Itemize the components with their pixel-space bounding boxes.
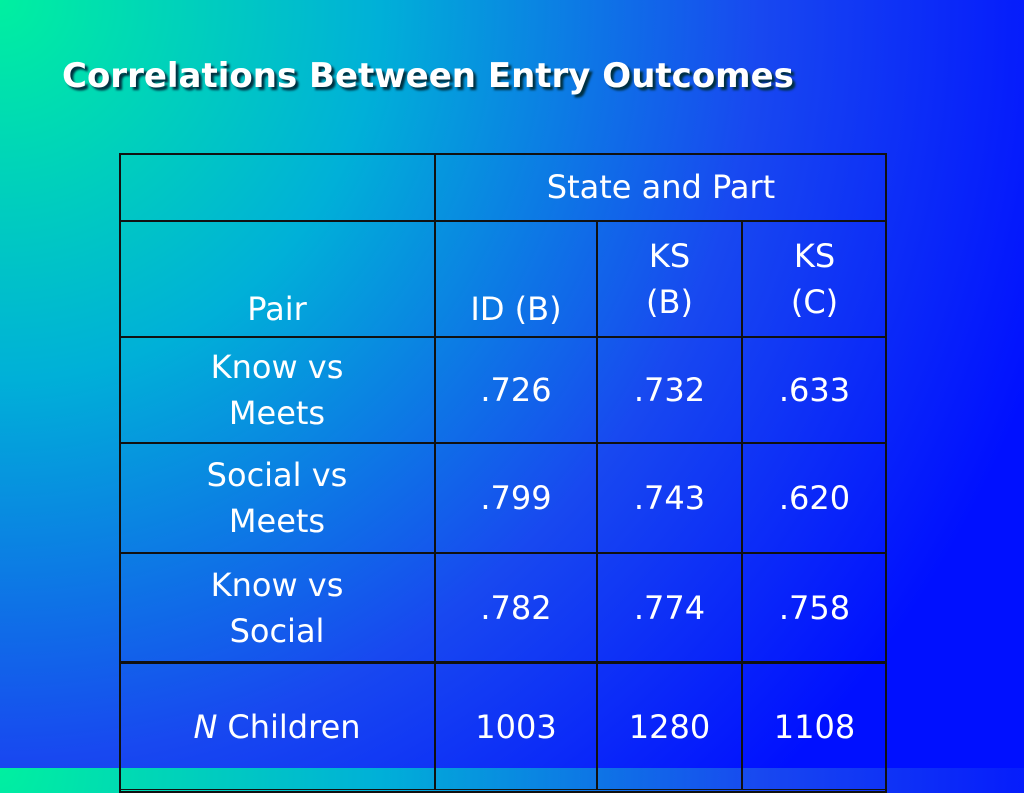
cell-value: .633 xyxy=(778,371,851,409)
cell-value: .782 xyxy=(480,589,552,627)
footer-label: Children xyxy=(227,707,361,746)
table-cell: State and Part xyxy=(435,153,887,221)
column-header: ID (B) xyxy=(470,290,562,328)
cell-value: .774 xyxy=(633,589,706,627)
table-cell: Know vs Social xyxy=(119,553,435,663)
footer-value: 1108 xyxy=(773,707,856,746)
table-cell: .799 xyxy=(435,443,597,553)
row-label: Know vs Meets xyxy=(210,348,344,432)
footer-value: 1003 xyxy=(475,707,557,746)
cell-value: .799 xyxy=(480,479,552,517)
footer-separator xyxy=(119,661,887,664)
slide-title: Correlations Between Entry Outcomes xyxy=(62,56,794,96)
table-cell: .620 xyxy=(742,443,887,553)
cell-value: .726 xyxy=(480,371,552,409)
table-cell: .743 xyxy=(597,443,742,553)
table-cell: Social vs Meets xyxy=(119,443,435,553)
row-label: Know vs Social xyxy=(210,566,344,650)
table-cell: Know vs Meets xyxy=(119,337,435,443)
row-label: Social vs Meets xyxy=(206,456,348,540)
table-cell: 1280 xyxy=(597,663,742,790)
cell-value: .743 xyxy=(633,479,706,517)
table-cell: Pair xyxy=(119,221,435,337)
cell-value: .732 xyxy=(633,371,706,409)
table-cell: .774 xyxy=(597,553,742,663)
table-cell: N Children xyxy=(119,663,435,790)
table-cell: .726 xyxy=(435,337,597,443)
table-cell: 1108 xyxy=(742,663,887,790)
footer-value: 1280 xyxy=(628,707,711,746)
column-header: KS (B) xyxy=(646,237,693,321)
column-header: Pair xyxy=(247,290,307,328)
column-header: KS (C) xyxy=(790,237,839,321)
table-cell: .732 xyxy=(597,337,742,443)
table-cell: .633 xyxy=(742,337,887,443)
table-cell: 1003 xyxy=(435,663,597,790)
cell-value: .758 xyxy=(778,589,851,627)
table-cell: ID (B) xyxy=(435,221,597,337)
table-cell: .758 xyxy=(742,553,887,663)
footer-label-italic: N xyxy=(193,707,218,746)
table-cell: KS (B) xyxy=(597,221,742,337)
table-cell: .782 xyxy=(435,553,597,663)
cell-value: .620 xyxy=(778,479,851,517)
table-cell xyxy=(119,153,435,221)
group-header: State and Part xyxy=(546,168,776,206)
table-cell: KS (C) xyxy=(742,221,887,337)
